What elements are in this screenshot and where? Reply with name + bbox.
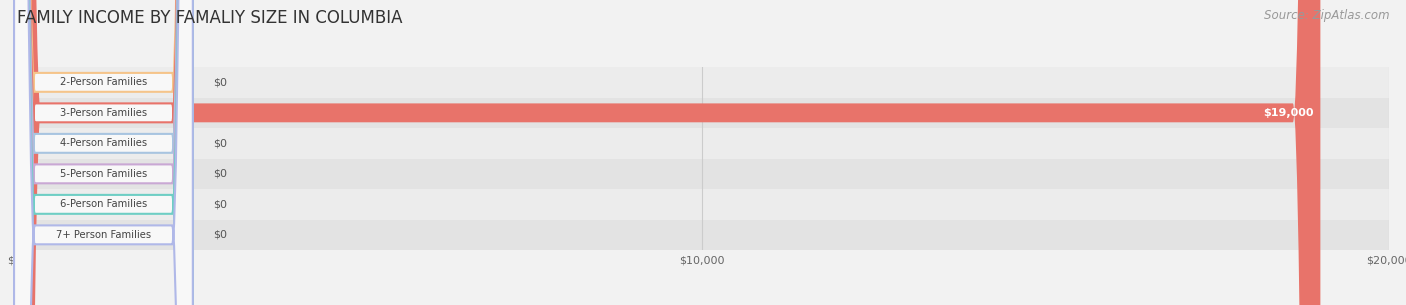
Bar <box>14 67 1389 98</box>
FancyBboxPatch shape <box>14 0 193 305</box>
Text: 5-Person Families: 5-Person Families <box>60 169 148 179</box>
Text: 7+ Person Families: 7+ Person Families <box>56 230 150 240</box>
Text: $0: $0 <box>214 230 228 240</box>
Bar <box>14 128 1389 159</box>
Text: FAMILY INCOME BY FAMALIY SIZE IN COLUMBIA: FAMILY INCOME BY FAMALIY SIZE IN COLUMBI… <box>17 9 402 27</box>
FancyBboxPatch shape <box>14 0 193 305</box>
Bar <box>14 220 1389 250</box>
FancyBboxPatch shape <box>14 0 193 305</box>
Text: $0: $0 <box>214 77 228 87</box>
Text: $19,000: $19,000 <box>1263 108 1313 118</box>
Bar <box>14 189 1389 220</box>
Text: 3-Person Families: 3-Person Families <box>60 108 148 118</box>
FancyBboxPatch shape <box>14 0 1320 305</box>
FancyBboxPatch shape <box>14 0 193 305</box>
Bar <box>14 159 1389 189</box>
Text: $0: $0 <box>214 169 228 179</box>
Bar <box>14 98 1389 128</box>
Text: Source: ZipAtlas.com: Source: ZipAtlas.com <box>1264 9 1389 22</box>
Text: $0: $0 <box>214 199 228 209</box>
Text: 6-Person Families: 6-Person Families <box>60 199 148 209</box>
FancyBboxPatch shape <box>14 0 193 305</box>
FancyBboxPatch shape <box>14 0 193 305</box>
Text: $0: $0 <box>214 138 228 148</box>
Text: 4-Person Families: 4-Person Families <box>60 138 148 148</box>
Text: 2-Person Families: 2-Person Families <box>60 77 148 87</box>
